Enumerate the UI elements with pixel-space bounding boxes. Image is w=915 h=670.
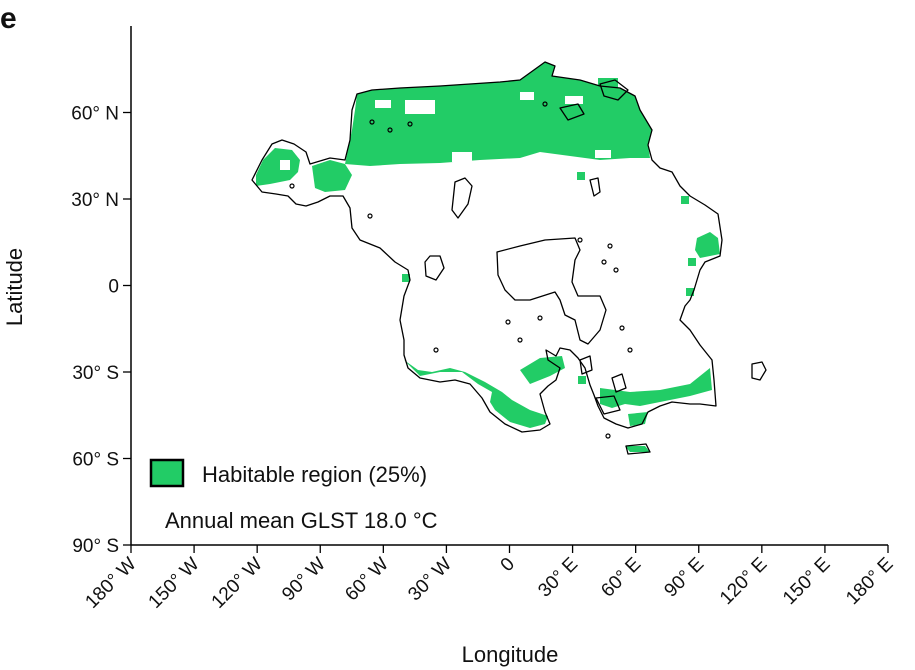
y-tick-label: 90° S bbox=[72, 536, 119, 557]
habitable-region bbox=[256, 62, 720, 452]
x-tick-label: 90° W bbox=[278, 554, 330, 606]
x-tick-label: 120° E bbox=[716, 554, 771, 609]
x-tick-label: 180° W bbox=[81, 554, 140, 613]
x-tick-label: 150° E bbox=[779, 554, 834, 609]
x-tick-label: 150° W bbox=[145, 554, 204, 613]
y-tick-label: 30° N bbox=[71, 190, 119, 211]
island-dots bbox=[289, 101, 633, 439]
y-axis-ticks: 60° N 30° N 0 30° S 60° S 90° S bbox=[71, 104, 131, 557]
y-tick-label: 30° S bbox=[72, 363, 119, 384]
legend-swatch bbox=[149, 458, 185, 488]
x-axis-title: Longitude bbox=[462, 642, 559, 667]
y-tick-label: 0 bbox=[108, 277, 119, 298]
x-axis-ticks: 180° W 150° W 120° W 90° W 60° W 30° W 0 30° E 6… bbox=[81, 545, 898, 613]
annotation-glst: Annual mean GLST 18.0 °C bbox=[165, 508, 438, 533]
x-tick-label: 90° E bbox=[660, 554, 708, 602]
y-tick-label: 60° S bbox=[72, 450, 119, 471]
non-habitable-gaps bbox=[280, 92, 611, 170]
continent-outline bbox=[251, 61, 767, 455]
panel-label: e bbox=[0, 2, 17, 35]
x-tick-label: 0 bbox=[497, 554, 519, 576]
x-tick-label: 30° W bbox=[404, 554, 456, 606]
legend-label: Habitable region (25%) bbox=[202, 462, 427, 487]
x-tick-label: 30° E bbox=[534, 554, 582, 602]
x-tick-label: 180° E bbox=[842, 554, 897, 609]
x-tick-label: 60° E bbox=[597, 554, 645, 602]
x-tick-label: 120° W bbox=[208, 554, 267, 613]
y-axis-title: Latitude bbox=[2, 248, 27, 326]
x-tick-label: 60° W bbox=[341, 554, 393, 606]
y-tick-label: 60° N bbox=[71, 104, 119, 125]
